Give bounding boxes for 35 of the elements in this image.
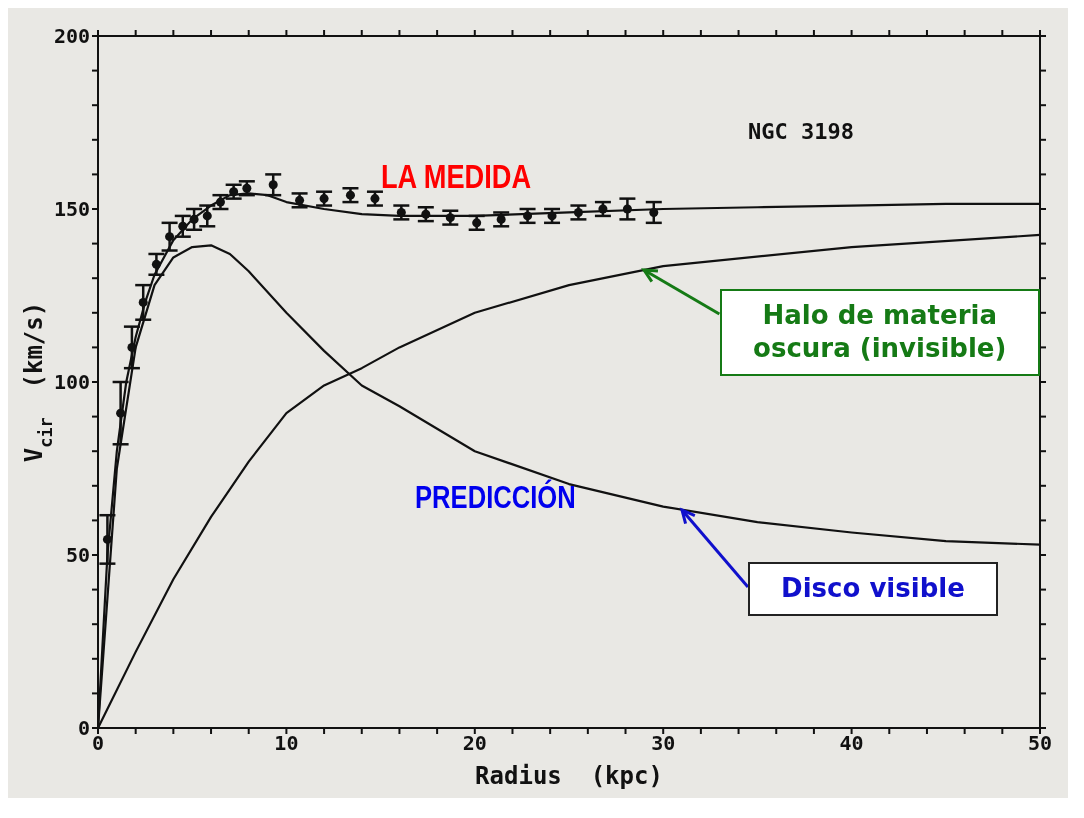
point xyxy=(229,187,239,197)
point xyxy=(102,534,112,544)
annotation: PREDICCIÓN xyxy=(414,478,576,516)
point xyxy=(268,180,278,190)
annotation: NGC 3198 xyxy=(747,119,854,145)
y-tick-label: 50 xyxy=(65,543,90,568)
x-tick-label: 50 xyxy=(1027,731,1053,756)
annotation: Disco visible xyxy=(747,561,998,616)
y-tick-label: 200 xyxy=(53,24,90,49)
point xyxy=(345,190,355,200)
x-tick-label: 10 xyxy=(274,731,299,756)
point xyxy=(151,259,161,269)
point xyxy=(215,197,225,207)
point xyxy=(202,211,212,221)
x-tick-label: 40 xyxy=(839,731,864,756)
point xyxy=(189,214,199,224)
point xyxy=(138,297,148,307)
annotation: LA MEDIDA xyxy=(380,157,531,197)
annotation: Halo de materia oscura (invisible) xyxy=(719,288,1040,377)
point xyxy=(573,207,583,217)
x-tick-label: 30 xyxy=(651,731,676,756)
y-tick-label: 100 xyxy=(53,370,90,395)
point xyxy=(649,207,659,217)
point xyxy=(116,408,126,418)
x-axis-title: Radius (kpc) xyxy=(475,762,663,790)
point xyxy=(178,221,188,231)
point xyxy=(472,218,482,228)
point xyxy=(622,204,632,214)
point xyxy=(165,232,175,242)
x-tick-label: 20 xyxy=(462,731,487,756)
y-tick-label: 150 xyxy=(53,197,90,222)
point xyxy=(523,211,533,221)
point xyxy=(127,342,137,352)
point xyxy=(295,195,305,205)
point xyxy=(445,213,455,223)
